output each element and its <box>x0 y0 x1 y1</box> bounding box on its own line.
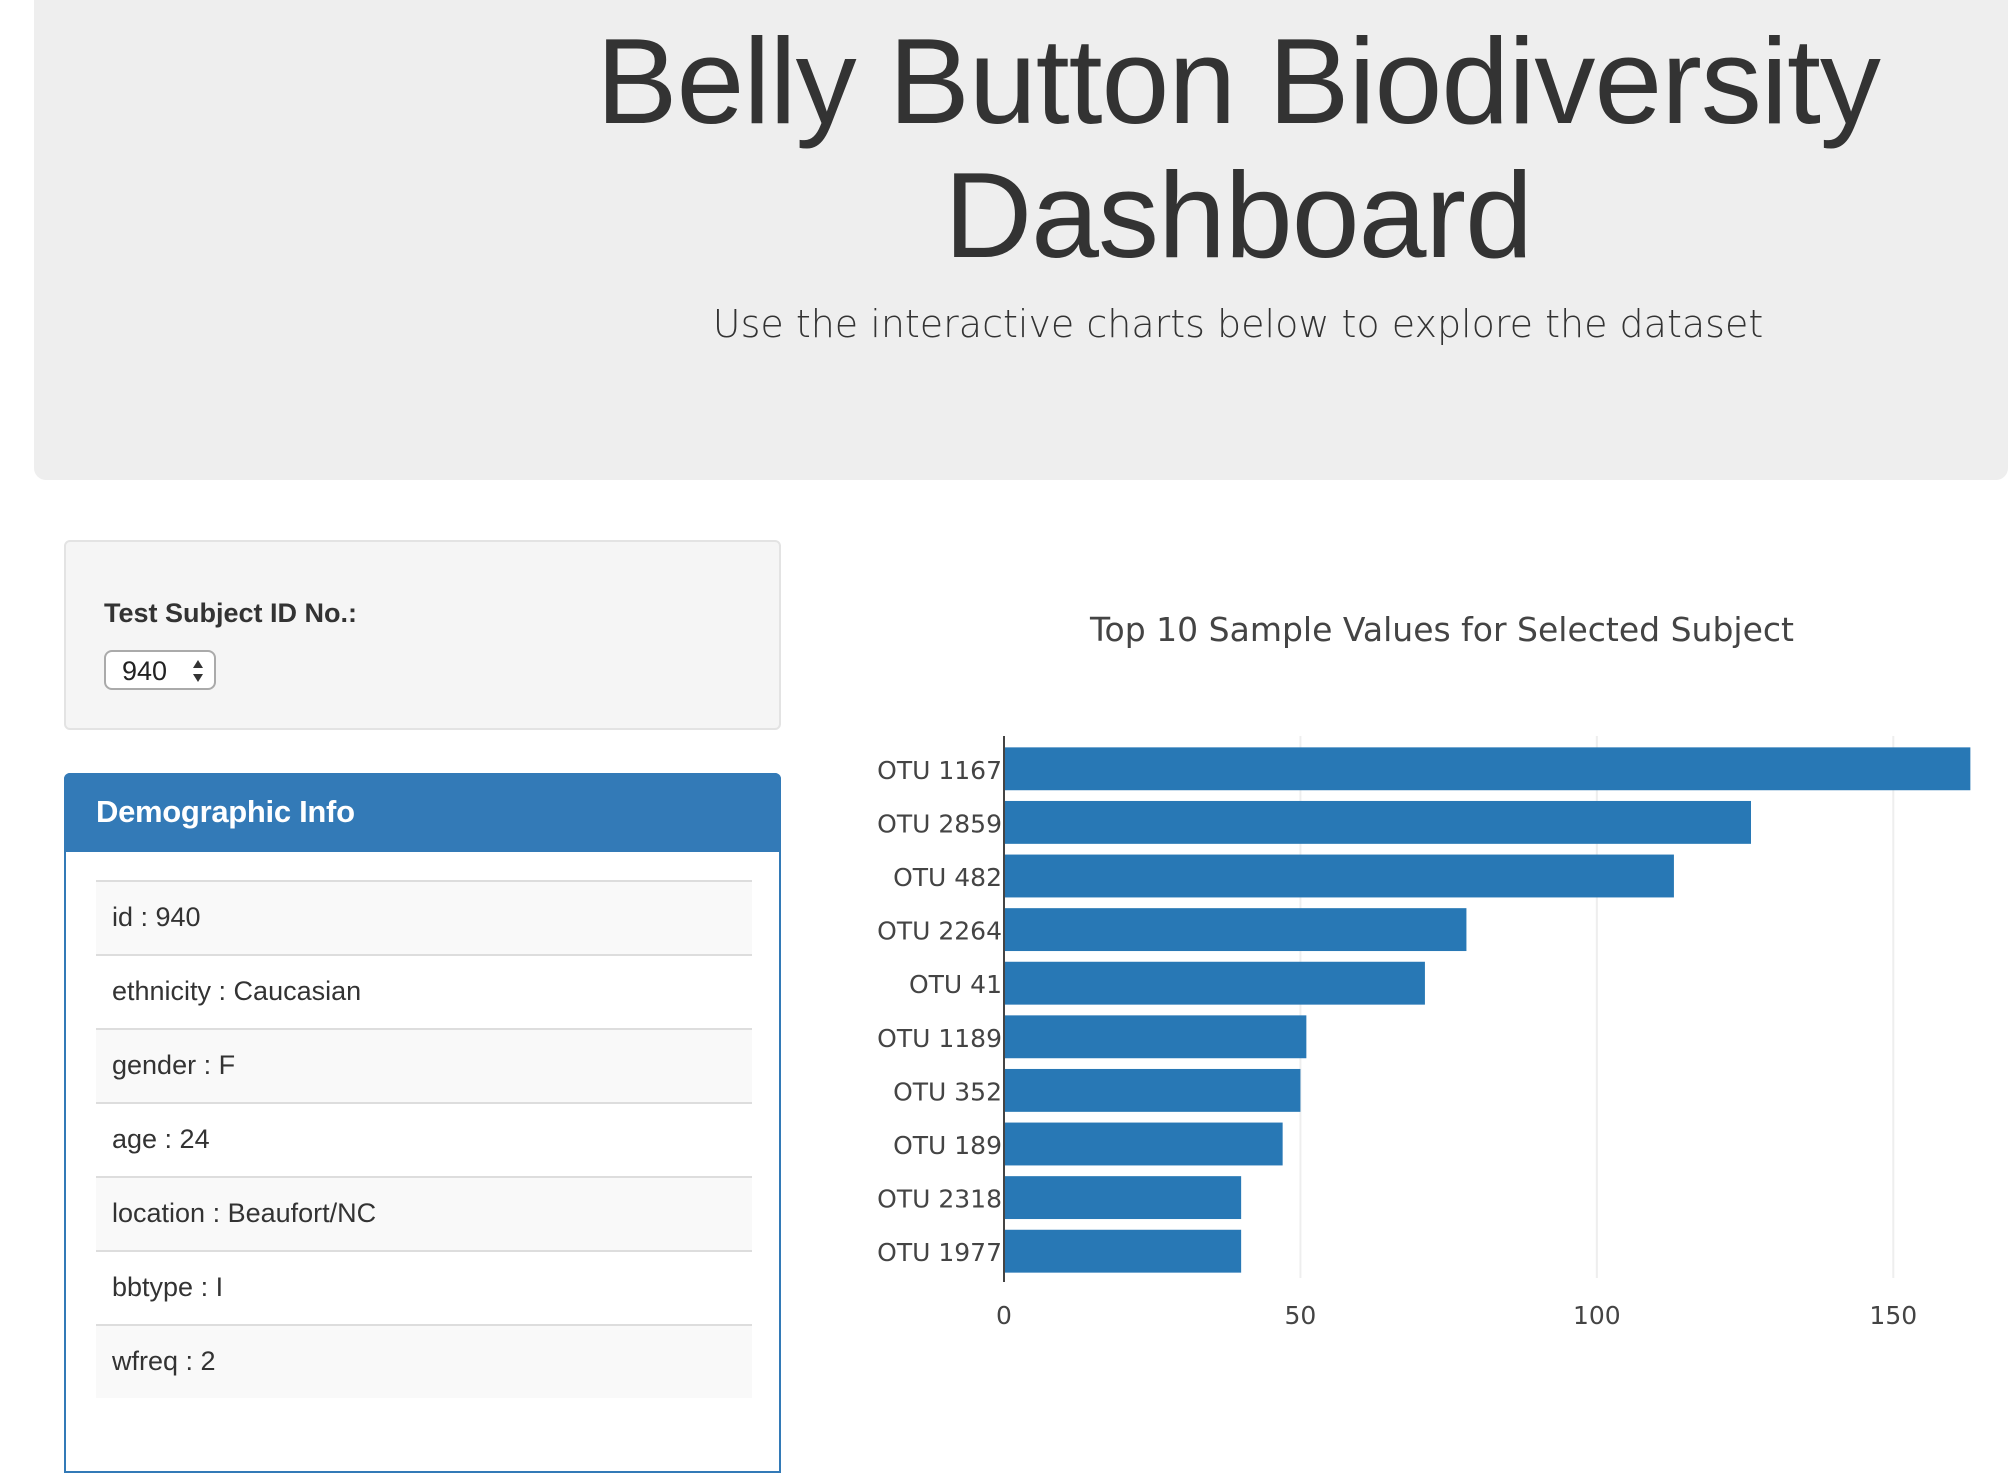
bar-otu-1977[interactable] <box>1004 1229 1242 1273</box>
bar-otu-2318[interactable] <box>1004 1176 1242 1220</box>
bar-otu-189[interactable] <box>1004 1122 1283 1166</box>
demographic-row-text: id : 940 <box>112 902 201 932</box>
bar-otu-2859[interactable] <box>1004 800 1751 844</box>
demographic-row-text: wfreq : 2 <box>112 1346 216 1376</box>
demographic-row-text: gender : F <box>112 1050 236 1080</box>
bar-otu-352[interactable] <box>1004 1068 1301 1112</box>
bar-otu-1189[interactable] <box>1004 1015 1307 1059</box>
y-tick-label: OTU 1167 <box>877 756 1002 785</box>
y-tick-label: OTU 2859 <box>877 809 1002 838</box>
jumbotron-header: Belly Button Biodiversity Dashboard Use … <box>34 0 2008 480</box>
y-tick-label: OTU 1189 <box>877 1024 1002 1053</box>
chart-title: Top 10 Sample Values for Selected Subjec… <box>1090 610 1794 649</box>
bar-otu-2264[interactable] <box>1004 908 1467 952</box>
y-tick-label: OTU 2264 <box>877 917 1002 946</box>
bar-chart-container: Top 10 Sample Values for Selected Subjec… <box>840 580 2008 1340</box>
subject-selector-well: Test Subject ID No.: 940 <box>64 540 781 730</box>
demographic-row-text: age : 24 <box>112 1124 210 1154</box>
demographic-list: id : 940 ethnicity : Caucasian gender : … <box>96 880 752 1398</box>
page-title: Belly Button Biodiversity Dashboard <box>596 13 1881 283</box>
page-subtitle: Use the interactive charts below to expl… <box>712 302 1764 346</box>
demographic-row-text: location : Beaufort/NC <box>112 1198 377 1228</box>
subject-id-label: Test Subject ID No.: <box>104 598 358 628</box>
demographic-row-bbtype: bbtype : I <box>96 1250 752 1324</box>
demographic-info-panel: Demographic Info id : 940 ethnicity : Ca… <box>64 773 781 1473</box>
demographic-row-wfreq: wfreq : 2 <box>96 1324 752 1398</box>
bar-otu-482[interactable] <box>1004 854 1674 898</box>
y-tick-label: OTU 189 <box>893 1131 1002 1160</box>
bar-chart[interactable]: OTU 1167 OTU 2859 OTU 482 OTU 2264 OTU 41 OTU… <box>840 580 2008 1340</box>
demographic-panel-heading: Demographic Info <box>64 773 781 852</box>
y-tick-label: OTU 352 <box>893 1077 1002 1106</box>
demographic-row-id: id : 940 <box>96 880 752 954</box>
demographic-row-age: age : 24 <box>96 1102 752 1176</box>
select-updown-icon <box>193 660 203 682</box>
bar-otu-1167[interactable] <box>1004 747 1971 791</box>
y-tick-label: OTU 2318 <box>877 1185 1002 1214</box>
demographic-row-ethnicity: ethnicity : Caucasian <box>96 954 752 1028</box>
demographic-panel-title: Demographic Info <box>96 794 355 829</box>
x-tick-label: 150 <box>1869 1301 1917 1330</box>
demographic-row-gender: gender : F <box>96 1028 752 1102</box>
demographic-row-text: ethnicity : Caucasian <box>112 976 362 1006</box>
x-tick-label: 0 <box>996 1301 1012 1330</box>
demographic-row-location: location : Beaufort/NC <box>96 1176 752 1250</box>
y-tick-label: OTU 482 <box>893 863 1002 892</box>
x-tick-label: 100 <box>1573 1301 1621 1330</box>
y-tick-label: OTU 41 <box>909 970 1002 999</box>
y-tick-label: OTU 1977 <box>877 1238 1002 1267</box>
x-tick-label: 50 <box>1285 1301 1317 1330</box>
subject-id-selected-value: 940 <box>122 656 168 686</box>
bar-otu-41[interactable] <box>1004 961 1425 1005</box>
subject-id-select[interactable]: 940 <box>104 650 216 690</box>
demographic-row-text: bbtype : I <box>112 1272 224 1302</box>
